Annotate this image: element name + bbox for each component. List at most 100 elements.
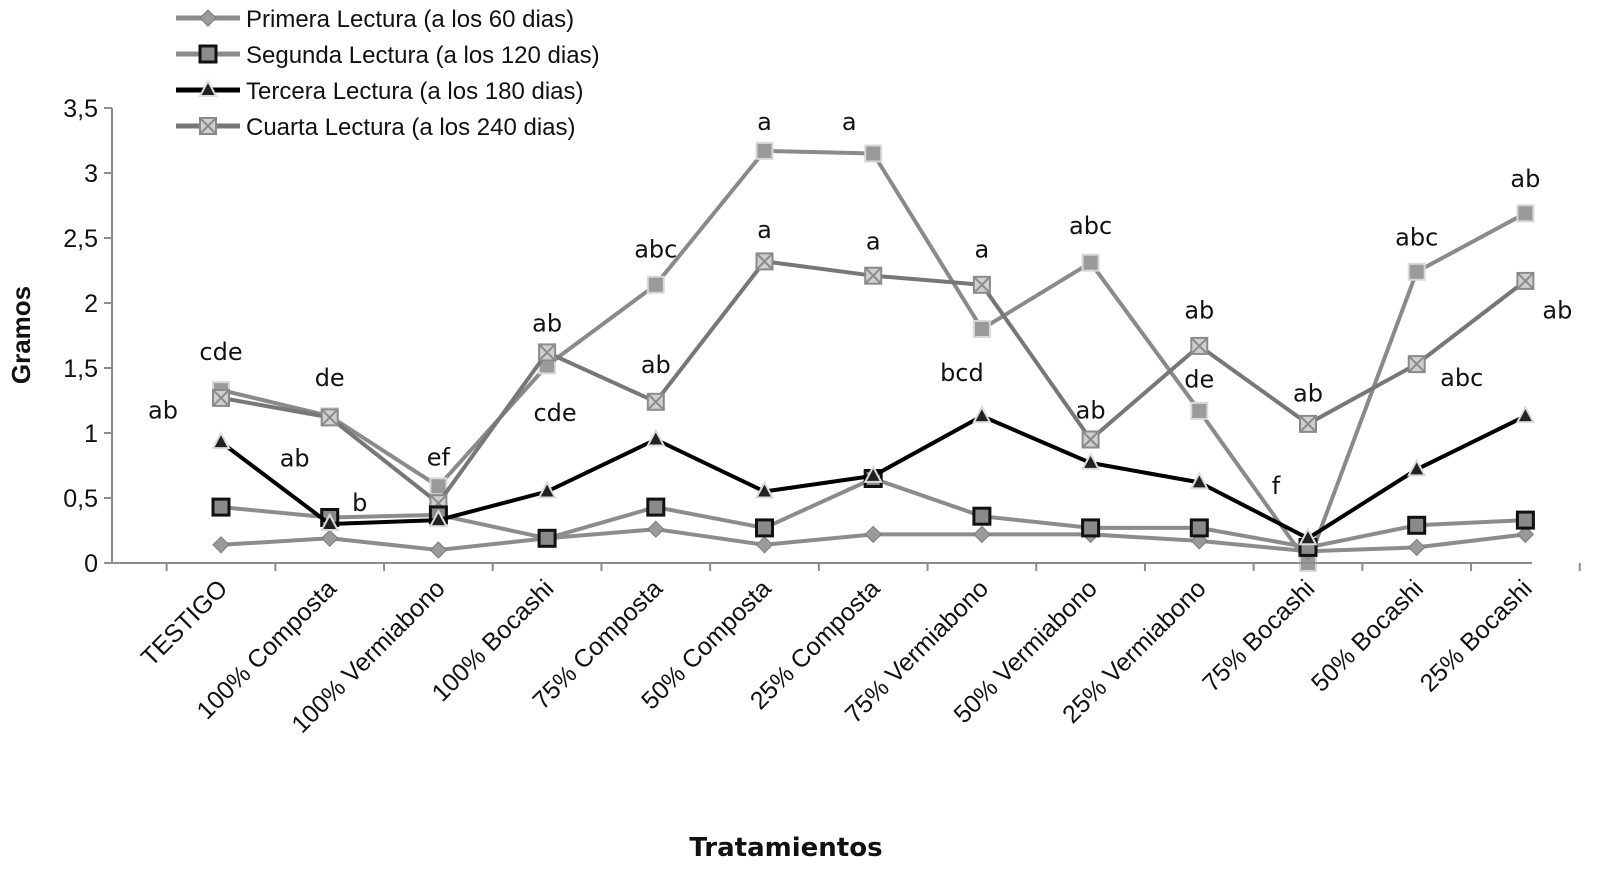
significance-label: cde [199,338,242,366]
significance-label: ab [641,351,671,379]
marker-cross [1517,273,1534,289]
data-point [864,525,882,544]
y-tick-label: 2 [84,290,98,318]
data-point [1516,525,1535,544]
legend-item: Tercera Lectura (a los 180 dias) [176,78,584,105]
data-point [1516,204,1535,223]
y-tick-label: 0 [84,550,98,578]
annotation-layer: cde ab de ab b ef ab cde abc ab a a a a a bcd abc ab ab de a… [148,108,1572,517]
data-point [647,520,665,538]
significance-label: bcd [940,359,984,387]
legend-marker [199,9,217,27]
data-point [1190,336,1209,355]
significance-label: a [757,216,772,244]
y-tick-label: 1,5 [63,355,98,383]
series-layer [211,141,1536,572]
legend: Primera Lectura (a los 60 dias) Segunda L… [176,6,600,141]
data-point [972,506,992,526]
x-tick-label: 25% Bocashi [1415,574,1538,697]
significance-label: de [315,364,345,392]
y-tick-label: 3,5 [63,95,98,123]
data-point [320,512,340,531]
significance-label: ab [148,397,178,425]
significance-label: ef [427,443,451,471]
significance-label: ab [280,445,310,473]
data-point [212,388,230,407]
y-tick-label: 2,5 [63,225,98,253]
marker-cross [200,118,216,134]
data-point [755,536,774,554]
data-point [537,480,557,499]
data-point [755,141,774,160]
data-point [973,525,991,544]
data-point [1081,253,1100,272]
data-point [320,529,339,548]
data-point [755,518,774,538]
significance-label: abc [1395,224,1438,252]
marker-cross [213,390,229,406]
legend-marker [199,117,217,135]
significance-label: ab [532,310,562,338]
data-point [1190,401,1209,420]
data-point [429,541,448,559]
data-point [646,497,666,517]
legend-item: Cuarta Lectura (a los 240 dias) [176,114,576,141]
marker-cross [1191,338,1208,354]
data-point [1407,515,1427,535]
data-point [211,430,231,450]
data-point [1298,527,1318,546]
data-point [1407,262,1426,281]
significance-label: abc [1069,212,1112,240]
data-point [1189,471,1209,490]
data-point [538,343,557,362]
marker-cross [865,267,881,284]
x-tick-label: TESTIGO [136,574,233,671]
x-tick-label: 75% Bocashi [1197,574,1320,697]
data-point [1407,538,1426,557]
marker-cross [321,409,338,426]
significance-label: a [866,228,881,256]
significance-label: ab [1076,397,1106,425]
data-point [1299,414,1317,433]
data-point [754,480,775,499]
axis-layer [111,108,1532,564]
data-point [1516,271,1535,290]
legend-marker [198,44,218,64]
data-point [1081,518,1101,538]
y-tick-label: 1 [84,420,98,448]
data-point [1407,458,1427,477]
significance-label: ab [1184,297,1214,325]
significance-label: f [1272,472,1281,500]
significance-label: abc [1440,364,1483,392]
legend-label: Segunda Lectura (a los 120 dias) [246,42,600,69]
y-tick-label: 3 [84,160,98,188]
data-point [646,428,666,447]
x-axis-title: Tratamientos [689,833,882,863]
data-point [429,477,448,496]
data-point [1515,404,1536,424]
significance-label: a [975,235,990,263]
legend-label: Cuarta Lectura (a los 240 dias) [246,114,576,141]
data-point [972,275,991,294]
significance-label: ab [1293,380,1323,408]
data-point [1407,355,1426,374]
data-point [1189,518,1209,538]
data-point [646,275,665,294]
legend-label: Primera Lectura (a los 60 dias) [246,6,574,33]
data-point [428,508,449,528]
significance-label: cde [533,399,576,427]
legend-marker [198,78,218,97]
marker-cross [974,277,990,293]
data-point [863,464,883,483]
data-point [864,266,883,285]
data-point [972,404,992,424]
legend-item: Segunda Lectura (a los 120 dias) [176,42,600,69]
significance-label: de [1184,365,1214,393]
significance-label: a [757,108,772,136]
data-point [320,408,339,427]
data-point [755,252,774,271]
marker-cross [756,253,773,270]
marker-cross [539,344,555,361]
series-line [220,148,1527,565]
data-point [1081,430,1100,449]
